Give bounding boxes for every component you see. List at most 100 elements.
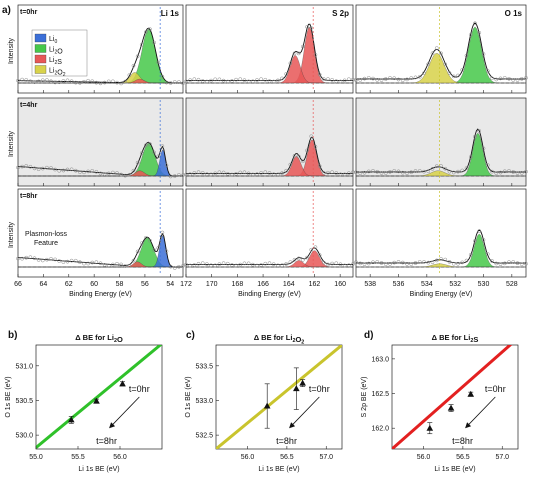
data-point bbox=[139, 151, 144, 155]
y-tick-label: 533.5 bbox=[195, 363, 213, 370]
data-point bbox=[144, 235, 148, 240]
y-axis-label: O 1s BE (eV) bbox=[5, 376, 12, 417]
data-point bbox=[238, 262, 243, 267]
data-point bbox=[405, 171, 409, 176]
data-point bbox=[288, 162, 293, 167]
data-point bbox=[196, 77, 201, 82]
data-point bbox=[115, 171, 119, 175]
data-point bbox=[267, 261, 272, 266]
data-point bbox=[188, 78, 193, 82]
data-point bbox=[225, 261, 230, 266]
data-point bbox=[144, 30, 148, 34]
legend-swatch bbox=[34, 65, 47, 74]
component-peak bbox=[18, 170, 183, 177]
data-point bbox=[172, 266, 177, 270]
data-point bbox=[49, 166, 53, 170]
y-tick-label: 533.0 bbox=[195, 398, 213, 405]
data-point bbox=[443, 62, 448, 67]
data-point bbox=[400, 260, 405, 265]
x-axis-label: Li 1s BE (eV) bbox=[434, 466, 475, 473]
data-point bbox=[119, 262, 123, 267]
data-point bbox=[246, 261, 251, 266]
data-point bbox=[230, 172, 234, 177]
x-tick-label: 58 bbox=[116, 281, 124, 288]
data-point bbox=[78, 260, 82, 265]
data-point bbox=[388, 262, 392, 266]
data-point bbox=[321, 260, 326, 265]
data-point bbox=[192, 171, 197, 175]
data-point bbox=[490, 169, 494, 174]
data-point bbox=[417, 260, 422, 264]
data-point bbox=[280, 263, 284, 268]
data-point bbox=[213, 77, 218, 82]
data-point bbox=[78, 170, 82, 175]
data-point bbox=[383, 171, 388, 175]
data-point bbox=[464, 258, 469, 263]
data-point bbox=[49, 79, 53, 84]
data-point bbox=[467, 390, 475, 397]
data-point bbox=[524, 76, 528, 80]
data-point bbox=[481, 52, 486, 56]
data-point bbox=[40, 166, 45, 171]
data-point bbox=[456, 261, 460, 266]
data-point bbox=[430, 51, 435, 56]
data-point bbox=[148, 142, 152, 146]
y-tick-label: 163.0 bbox=[371, 356, 389, 363]
data-point bbox=[69, 258, 74, 263]
data-point bbox=[32, 80, 37, 84]
data-point bbox=[293, 385, 300, 392]
data-point bbox=[490, 259, 494, 263]
x-axis-label: Binding Energy (eV) bbox=[238, 291, 301, 298]
data-point bbox=[86, 261, 90, 266]
data-point bbox=[434, 46, 439, 50]
legend-swatch bbox=[34, 33, 47, 43]
x-tick-label: 56.0 bbox=[417, 454, 431, 461]
data-point bbox=[451, 170, 456, 175]
data-point bbox=[90, 79, 95, 84]
data-point bbox=[473, 239, 477, 243]
data-point bbox=[305, 148, 309, 153]
data-point bbox=[330, 170, 334, 175]
data-point bbox=[507, 260, 511, 264]
data-point bbox=[119, 81, 123, 86]
data-point bbox=[32, 166, 37, 171]
data-point bbox=[354, 260, 358, 264]
data-point bbox=[494, 171, 499, 176]
x-tick-label: 538 bbox=[364, 281, 376, 288]
data-point bbox=[144, 143, 148, 148]
data-point bbox=[494, 261, 499, 266]
data-point bbox=[20, 164, 24, 169]
data-point bbox=[313, 52, 318, 57]
data-point bbox=[515, 261, 520, 266]
spectrum-panel: 66 64 62 60 58 56 54 Binding Energy (eV) t=8hr In… bbox=[8, 188, 185, 298]
time-label: t=4hr bbox=[20, 102, 38, 109]
data-point bbox=[439, 257, 443, 261]
data-point bbox=[485, 252, 490, 256]
data-point bbox=[45, 257, 49, 262]
x-tick-label: 170 bbox=[206, 281, 218, 288]
data-point bbox=[250, 172, 255, 177]
data-point bbox=[473, 21, 477, 26]
arrow-label-start: t=0hr bbox=[485, 384, 506, 394]
data-point bbox=[221, 78, 226, 83]
scatter-panel: 55.0 55.5 56.0 530.0 530.5 531.0 t=0hr t=8hr Δ B… bbox=[5, 333, 163, 473]
data-point bbox=[127, 73, 132, 78]
data-point bbox=[288, 61, 293, 66]
data-point bbox=[36, 79, 41, 84]
data-point bbox=[456, 169, 460, 174]
data-point bbox=[57, 168, 62, 173]
data-point bbox=[447, 71, 452, 75]
data-point bbox=[263, 261, 268, 266]
data-point bbox=[342, 263, 347, 268]
data-point bbox=[481, 146, 486, 151]
data-point bbox=[292, 153, 297, 158]
data-point bbox=[242, 261, 247, 266]
data-point bbox=[259, 77, 263, 82]
component-peak bbox=[356, 53, 526, 84]
x-tick-label: 62 bbox=[65, 281, 73, 288]
data-point bbox=[65, 78, 70, 83]
data-point bbox=[123, 173, 128, 178]
data-point bbox=[255, 78, 259, 82]
y-axis-label: O 1s BE (eV) bbox=[185, 376, 192, 417]
data-point bbox=[16, 78, 20, 83]
